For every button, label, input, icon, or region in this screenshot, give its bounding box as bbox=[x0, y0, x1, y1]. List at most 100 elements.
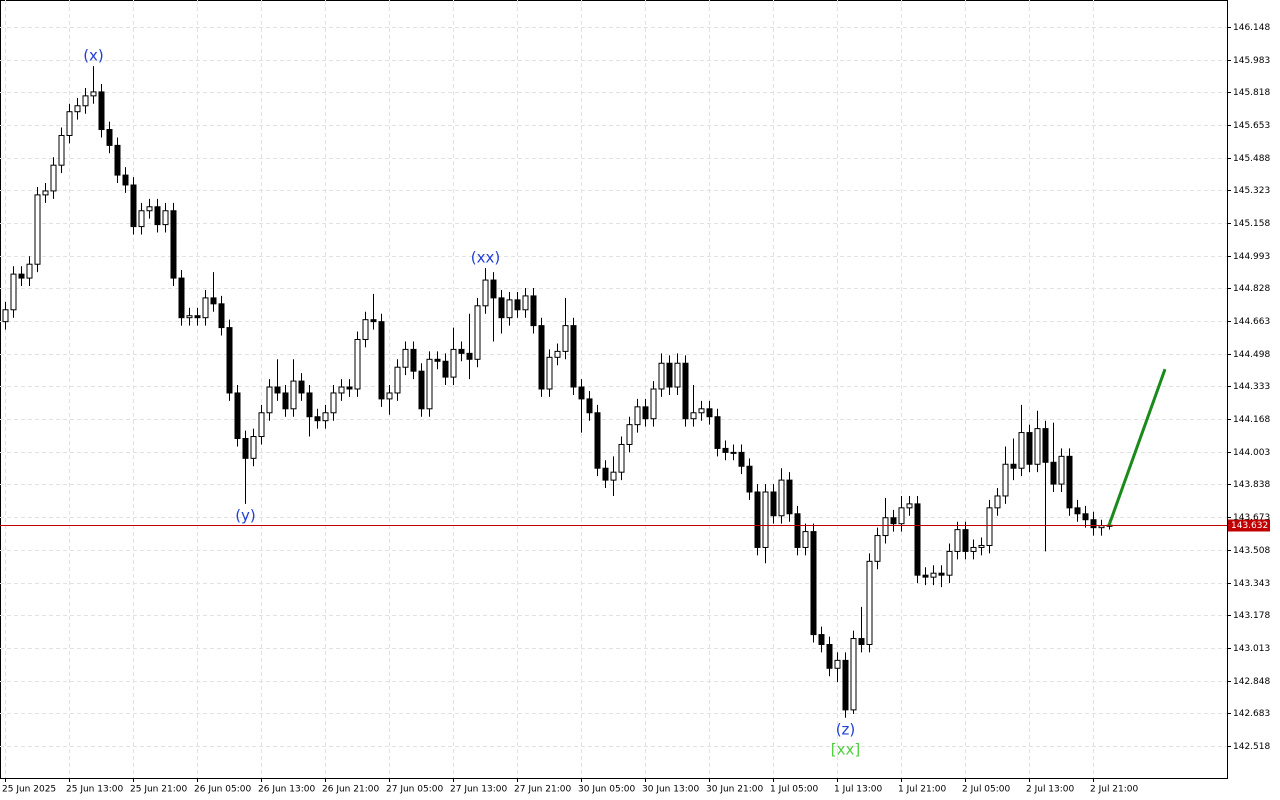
candle-body bbox=[346, 386, 353, 390]
candle-body bbox=[634, 406, 641, 426]
x-tick-label: 2 Jul 21:00 bbox=[1090, 785, 1139, 795]
candle-body bbox=[362, 319, 369, 340]
candle-body bbox=[26, 263, 33, 279]
x-tick-label: 1 Jul 13:00 bbox=[834, 785, 883, 795]
y-tick-label: 143.178 bbox=[1233, 611, 1270, 621]
candle-body bbox=[1082, 513, 1089, 521]
candle-body bbox=[1090, 519, 1097, 529]
candle-body bbox=[402, 348, 409, 368]
wave-label: (x) bbox=[83, 47, 104, 65]
candle-body bbox=[1066, 455, 1073, 509]
candle-body bbox=[50, 164, 57, 192]
candle-body bbox=[330, 392, 337, 414]
candle-body bbox=[610, 471, 617, 481]
x-tick-label: 26 Jun 13:00 bbox=[258, 785, 315, 795]
x-tick-label: 26 Jun 05:00 bbox=[194, 785, 251, 795]
candle-body bbox=[306, 392, 313, 418]
y-tick-label: 143.838 bbox=[1233, 480, 1270, 490]
candle-body bbox=[498, 297, 505, 319]
candle-body bbox=[810, 531, 817, 636]
candle-body bbox=[1026, 432, 1033, 465]
candle-body bbox=[354, 338, 361, 390]
candle-body bbox=[10, 273, 17, 311]
y-tick-label: 143.343 bbox=[1233, 579, 1270, 589]
candle-body bbox=[282, 392, 289, 410]
candle-body bbox=[762, 491, 769, 548]
x-tick-label: 25 Jun 13:00 bbox=[66, 785, 123, 795]
candle-body bbox=[898, 507, 905, 525]
grid bbox=[0, 0, 1231, 782]
candle-body bbox=[538, 325, 545, 390]
candle-body bbox=[42, 190, 49, 196]
candle-body bbox=[458, 348, 465, 354]
x-tick-label: 30 Jun 21:00 bbox=[706, 785, 763, 795]
x-tick-label: 2 Jul 05:00 bbox=[962, 785, 1011, 795]
y-tick-label: 145.323 bbox=[1233, 186, 1270, 196]
y-tick-label: 145.983 bbox=[1233, 56, 1270, 66]
candle-body bbox=[178, 277, 185, 319]
candle-body bbox=[658, 362, 665, 390]
candle-body bbox=[122, 174, 129, 186]
candle-body bbox=[1018, 432, 1025, 469]
wave-label: (y) bbox=[235, 506, 256, 524]
candle-body bbox=[770, 491, 777, 517]
y-tick-label: 145.488 bbox=[1233, 154, 1270, 164]
candle-body bbox=[946, 550, 953, 576]
candle-body bbox=[778, 479, 785, 517]
candle-body bbox=[274, 386, 281, 394]
candle-body bbox=[370, 319, 377, 323]
candle-body bbox=[738, 451, 745, 467]
candle-body bbox=[154, 206, 161, 226]
candle-body bbox=[970, 546, 977, 552]
candle-body bbox=[874, 535, 881, 562]
candle-body bbox=[802, 531, 809, 548]
candle-body bbox=[266, 386, 273, 414]
candle-body bbox=[730, 451, 737, 454]
candle-body bbox=[586, 398, 593, 414]
candle-body bbox=[890, 517, 897, 525]
candle-body bbox=[626, 424, 633, 445]
candle-body bbox=[570, 325, 577, 388]
wave-label: [xx] bbox=[831, 740, 860, 758]
y-tick-label: 143.013 bbox=[1233, 644, 1270, 654]
x-tick-label: 30 Jun 05:00 bbox=[578, 785, 635, 795]
candle-body bbox=[522, 295, 529, 311]
candle-body bbox=[186, 315, 193, 319]
candle-body bbox=[698, 408, 705, 414]
candle-body bbox=[466, 352, 473, 360]
x-tick-label: 25 Jun 21:00 bbox=[130, 785, 187, 795]
candle-body bbox=[962, 529, 969, 552]
candle-body bbox=[210, 297, 217, 305]
candle-body bbox=[818, 634, 825, 646]
candle-body bbox=[1002, 463, 1009, 497]
candle-body bbox=[162, 210, 169, 226]
y-tick-label: 144.993 bbox=[1233, 252, 1270, 262]
candle-body bbox=[106, 129, 113, 146]
candle-body bbox=[450, 348, 457, 378]
candle-body bbox=[562, 325, 569, 352]
plot-frame bbox=[0, 0, 1228, 779]
y-tick-label: 144.333 bbox=[1233, 382, 1270, 392]
candle-body bbox=[754, 491, 761, 548]
candle-body bbox=[554, 350, 561, 358]
candle-body bbox=[146, 206, 153, 212]
candle-body bbox=[530, 295, 537, 327]
candle-body bbox=[930, 572, 937, 578]
candle-body bbox=[74, 105, 81, 113]
candle-body bbox=[226, 327, 233, 394]
candle-body bbox=[706, 408, 713, 418]
candle-body bbox=[378, 321, 385, 400]
candle-body bbox=[690, 412, 697, 420]
candle-body bbox=[858, 638, 865, 646]
x-tick-label: 27 Jun 21:00 bbox=[514, 785, 571, 795]
candle-body bbox=[1034, 428, 1041, 465]
candle-body bbox=[922, 574, 929, 578]
candle-body bbox=[954, 529, 961, 552]
candle-body bbox=[578, 386, 585, 400]
candle-body bbox=[290, 380, 297, 410]
x-tick-label: 26 Jun 21:00 bbox=[322, 785, 379, 795]
y-tick-label: 145.158 bbox=[1233, 219, 1270, 229]
candles bbox=[2, 66, 1113, 718]
candle-body bbox=[722, 447, 729, 453]
